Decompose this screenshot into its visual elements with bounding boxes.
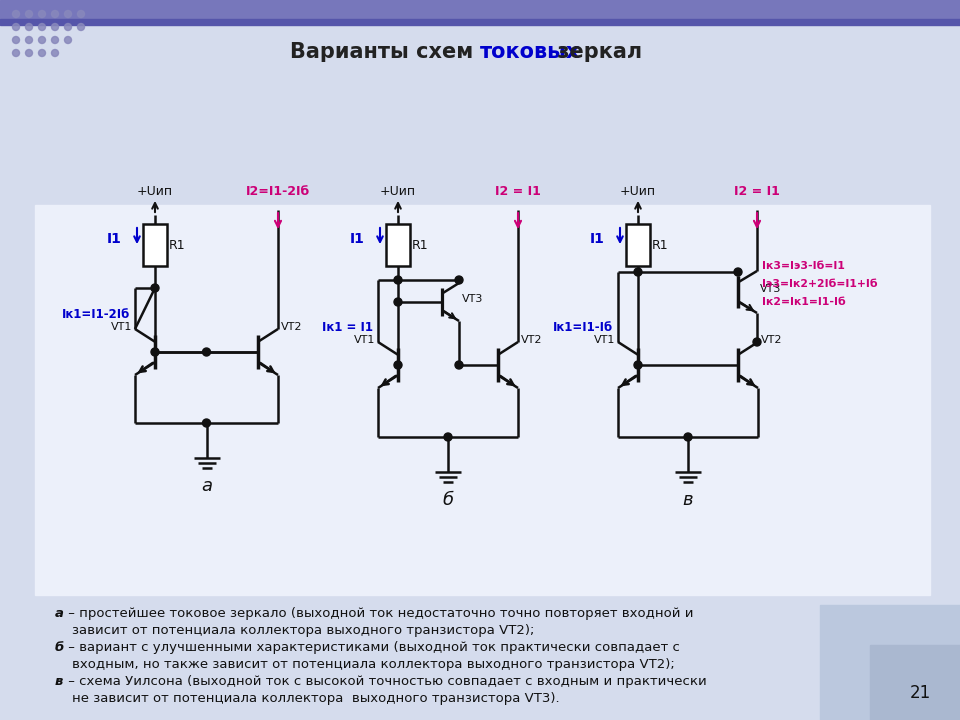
Circle shape	[52, 11, 59, 17]
Circle shape	[203, 348, 210, 356]
Text: VT1: VT1	[593, 335, 615, 345]
Bar	[870, 645, 960, 720]
Text: I1: I1	[350, 232, 365, 246]
Text: Iк2=Iк1=I1-Iб: Iк2=Iк1=I1-Iб	[762, 297, 846, 307]
Text: I2 = I1: I2 = I1	[734, 185, 780, 198]
Circle shape	[26, 37, 33, 43]
Circle shape	[38, 11, 45, 17]
Text: а: а	[55, 607, 64, 620]
Text: I2 = I1: I2 = I1	[495, 185, 540, 198]
Circle shape	[52, 24, 59, 30]
Circle shape	[26, 11, 33, 17]
Circle shape	[26, 24, 33, 30]
Circle shape	[684, 433, 692, 441]
Text: VT3: VT3	[462, 294, 484, 304]
Circle shape	[38, 50, 45, 56]
Text: Iк1=I1-Iб: Iк1=I1-Iб	[553, 320, 613, 333]
Text: R1: R1	[652, 238, 668, 251]
Text: +Uип: +Uип	[380, 185, 416, 198]
Circle shape	[753, 338, 761, 346]
Text: не зависит от потенциала коллектора  выходного транзистора VT3).: не зависит от потенциала коллектора выхо…	[55, 692, 560, 705]
Circle shape	[12, 50, 19, 56]
Text: зеркал: зеркал	[550, 42, 642, 62]
Text: Iэ3=Iк2+2Iб=I1+Iб: Iэ3=Iк2+2Iб=I1+Iб	[762, 279, 877, 289]
Circle shape	[64, 37, 71, 43]
Circle shape	[203, 419, 210, 427]
Text: VT2: VT2	[281, 322, 302, 332]
Circle shape	[12, 37, 19, 43]
Circle shape	[151, 284, 159, 292]
Text: VT3: VT3	[760, 284, 781, 294]
Text: I2=I1-2Iб: I2=I1-2Iб	[246, 185, 310, 198]
Text: I1: I1	[590, 232, 605, 246]
Text: а: а	[201, 477, 212, 495]
Text: Iк1=I1-2Iб: Iк1=I1-2Iб	[61, 307, 130, 320]
Text: VT2: VT2	[761, 335, 782, 345]
Bar	[0, 19, 960, 25]
Circle shape	[634, 268, 642, 276]
Circle shape	[394, 276, 402, 284]
Text: в: в	[683, 491, 693, 509]
Text: – вариант с улучшенными характеристиками (выходной ток практически совпадает с: – вариант с улучшенными характеристиками…	[64, 641, 680, 654]
Circle shape	[734, 268, 742, 276]
Text: б: б	[443, 491, 453, 509]
Bar	[386, 224, 410, 266]
Circle shape	[455, 276, 463, 284]
Circle shape	[455, 361, 463, 369]
Circle shape	[12, 24, 19, 30]
Circle shape	[38, 37, 45, 43]
Text: Iк1 = I1: Iк1 = I1	[322, 320, 373, 333]
Text: +Uип: +Uип	[620, 185, 656, 198]
Text: Iк3=Iэ3-Iб=I1: Iк3=Iэ3-Iб=I1	[762, 261, 845, 271]
Bar	[35, 205, 930, 595]
Text: б: б	[55, 641, 64, 654]
Bar	[0, 0, 960, 20]
Circle shape	[394, 298, 402, 306]
Circle shape	[151, 348, 159, 356]
Circle shape	[38, 24, 45, 30]
Text: – простейшее токовое зеркало (выходной ток недостаточно точно повторяет входной : – простейшее токовое зеркало (выходной т…	[64, 607, 693, 620]
Circle shape	[78, 11, 84, 17]
Text: R1: R1	[169, 238, 185, 251]
Circle shape	[52, 37, 59, 43]
Text: – схема Уилсона (выходной ток с высокой точностью совпадает с входным и практиче: – схема Уилсона (выходной ток с высокой …	[64, 675, 707, 688]
Text: +Uип: +Uип	[137, 185, 173, 198]
Text: входным, но также зависит от потенциала коллектора выходного транзистора VT2);: входным, но также зависит от потенциала …	[55, 658, 675, 671]
Bar	[143, 224, 167, 266]
Circle shape	[26, 50, 33, 56]
Circle shape	[634, 361, 642, 369]
Text: I1: I1	[108, 232, 122, 246]
Circle shape	[78, 24, 84, 30]
Circle shape	[52, 50, 59, 56]
Text: R1: R1	[412, 238, 428, 251]
Circle shape	[12, 11, 19, 17]
Text: 21: 21	[909, 684, 930, 702]
Circle shape	[64, 24, 71, 30]
Text: в: в	[55, 675, 63, 688]
Text: VT1: VT1	[353, 335, 375, 345]
Text: VT2: VT2	[521, 335, 542, 345]
Text: токовых: токовых	[480, 42, 581, 62]
Bar	[820, 605, 960, 720]
Text: зависит от потенциала коллектора выходного транзистора VT2);: зависит от потенциала коллектора выходно…	[55, 624, 535, 637]
Text: Варианты схем: Варианты схем	[290, 42, 480, 62]
Text: VT1: VT1	[110, 322, 132, 332]
Bar	[626, 224, 650, 266]
Circle shape	[394, 361, 402, 369]
Circle shape	[64, 11, 71, 17]
Circle shape	[444, 433, 452, 441]
